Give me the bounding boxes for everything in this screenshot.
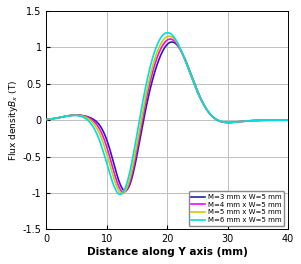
M=4 mm x W=5 mm xyxy=(122,191,126,194)
Y-axis label: Flux density$B_x$ (T): Flux density$B_x$ (T) xyxy=(7,79,20,161)
M=6 mm x W=5 mm xyxy=(256,119,259,122)
M=4 mm x W=5 mm xyxy=(281,119,285,122)
M=5 mm x W=5 mm xyxy=(120,192,124,195)
M=3 mm x W=5 mm xyxy=(123,189,127,192)
M=4 mm x W=5 mm xyxy=(72,114,76,117)
M=6 mm x W=5 mm xyxy=(118,193,122,196)
M=5 mm x W=5 mm xyxy=(45,118,48,121)
M=3 mm x W=5 mm xyxy=(148,90,151,93)
M=5 mm x W=5 mm xyxy=(256,119,259,122)
M=3 mm x W=5 mm xyxy=(137,142,141,145)
M=3 mm x W=5 mm xyxy=(72,114,76,117)
M=5 mm x W=5 mm xyxy=(281,119,285,122)
M=3 mm x W=5 mm xyxy=(286,119,290,122)
M=5 mm x W=5 mm xyxy=(286,119,290,122)
M=6 mm x W=5 mm xyxy=(72,114,76,117)
M=5 mm x W=5 mm xyxy=(137,130,141,133)
M=6 mm x W=5 mm xyxy=(286,119,290,122)
M=3 mm x W=5 mm xyxy=(256,119,259,122)
M=5 mm x W=5 mm xyxy=(148,77,151,80)
Legend: M=3 mm x W=5 mm, M=4 mm x W=5 mm, M=5 mm x W=5 mm, M=6 mm x W=5 mm: M=3 mm x W=5 mm, M=4 mm x W=5 mm, M=5 mm… xyxy=(189,191,284,226)
M=4 mm x W=5 mm xyxy=(137,136,141,139)
M=3 mm x W=5 mm xyxy=(86,115,90,119)
M=6 mm x W=5 mm xyxy=(45,118,48,121)
M=3 mm x W=5 mm xyxy=(281,119,285,122)
M=6 mm x W=5 mm xyxy=(137,120,141,124)
M=4 mm x W=5 mm xyxy=(256,119,259,122)
M=4 mm x W=5 mm xyxy=(45,118,48,121)
M=3 mm x W=5 mm xyxy=(170,40,174,44)
M=6 mm x W=5 mm xyxy=(166,31,169,34)
M=6 mm x W=5 mm xyxy=(281,119,285,122)
M=4 mm x W=5 mm xyxy=(168,37,172,41)
M=4 mm x W=5 mm xyxy=(86,116,90,119)
M=4 mm x W=5 mm xyxy=(148,83,151,86)
M=4 mm x W=5 mm xyxy=(286,119,290,122)
M=6 mm x W=5 mm xyxy=(148,68,151,71)
M=5 mm x W=5 mm xyxy=(167,35,171,38)
M=3 mm x W=5 mm xyxy=(45,118,48,121)
Line: M=3 mm x W=5 mm: M=3 mm x W=5 mm xyxy=(46,42,288,191)
M=6 mm x W=5 mm xyxy=(86,119,90,122)
X-axis label: Distance along Y axis (mm): Distance along Y axis (mm) xyxy=(87,247,248,257)
Line: M=4 mm x W=5 mm: M=4 mm x W=5 mm xyxy=(46,39,288,192)
M=5 mm x W=5 mm xyxy=(86,117,90,120)
Line: M=5 mm x W=5 mm: M=5 mm x W=5 mm xyxy=(46,36,288,194)
M=5 mm x W=5 mm xyxy=(72,114,76,117)
Line: M=6 mm x W=5 mm: M=6 mm x W=5 mm xyxy=(46,33,288,194)
